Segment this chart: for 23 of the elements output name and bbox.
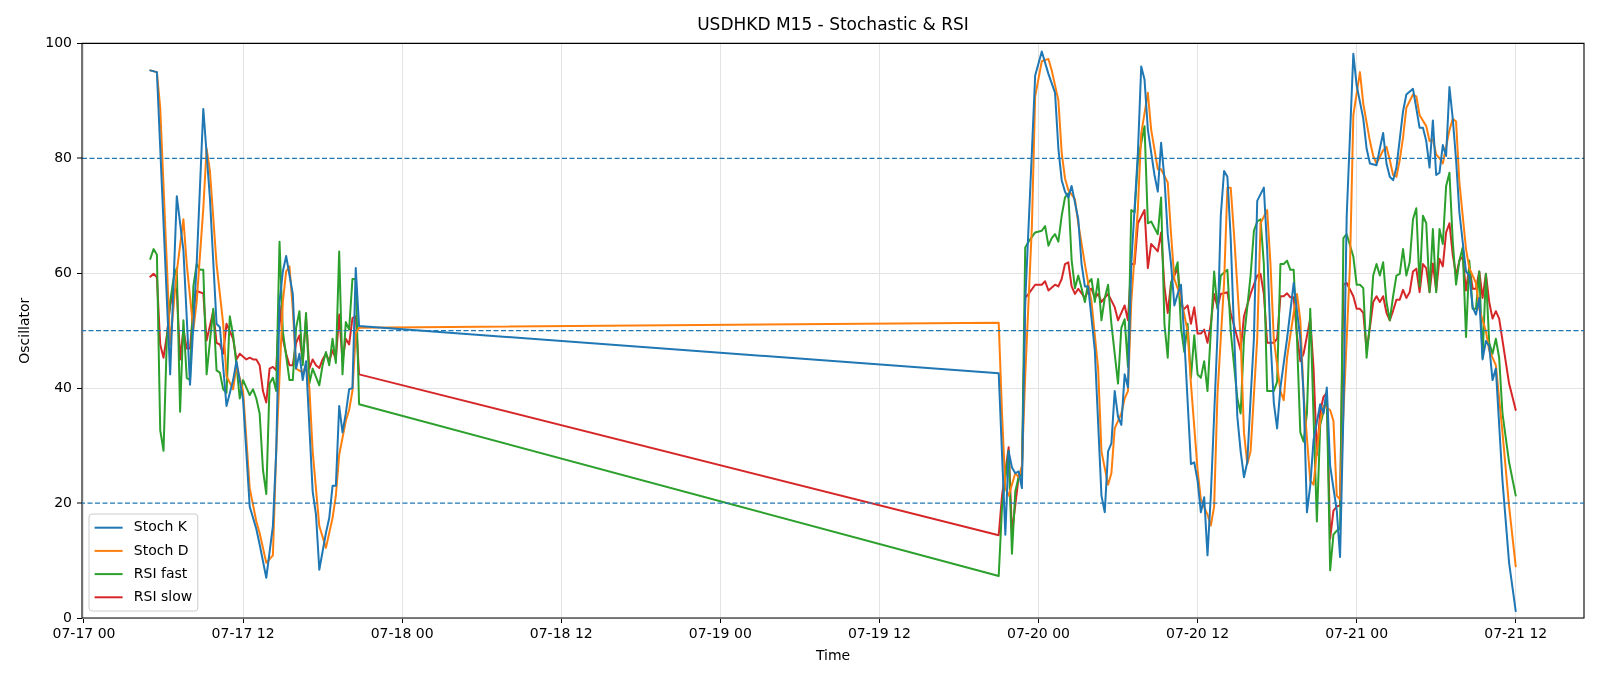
x-axis-title: Time — [814, 647, 851, 664]
x-tick-label: 07-18 12 — [529, 625, 593, 642]
y-tick-label: 20 — [54, 493, 72, 510]
x-tick-label: 07-18 00 — [370, 625, 434, 642]
x-tick-label: 07-20 00 — [1007, 625, 1070, 642]
legend-label: Stoch D — [133, 541, 189, 558]
x-tick-label: 07-20 12 — [1166, 625, 1230, 642]
y-tick-label: 40 — [54, 378, 72, 395]
x-tick-label: 07-21 12 — [1484, 625, 1548, 642]
x-tick-label: 07-17 00 — [52, 625, 116, 642]
x-tick-label: 07-17 12 — [211, 625, 275, 642]
y-tick-label: 100 — [45, 34, 72, 51]
x-tick-label: 07-19 12 — [847, 625, 911, 642]
y-axis-title: Oscillator — [16, 297, 33, 364]
legend-label: RSI slow — [133, 587, 193, 604]
x-tick-label: 07-21 00 — [1325, 625, 1389, 642]
legend-label: RSI fast — [133, 564, 188, 581]
x-tick-label: 07-19 00 — [688, 625, 752, 642]
y-tick-label: 0 — [63, 608, 72, 625]
y-tick-label: 60 — [54, 263, 72, 280]
chart-title: USDHKD M15 - Stochastic & RSI — [697, 13, 969, 34]
legend-label: Stoch K — [133, 518, 188, 535]
y-tick-label: 80 — [54, 148, 72, 165]
